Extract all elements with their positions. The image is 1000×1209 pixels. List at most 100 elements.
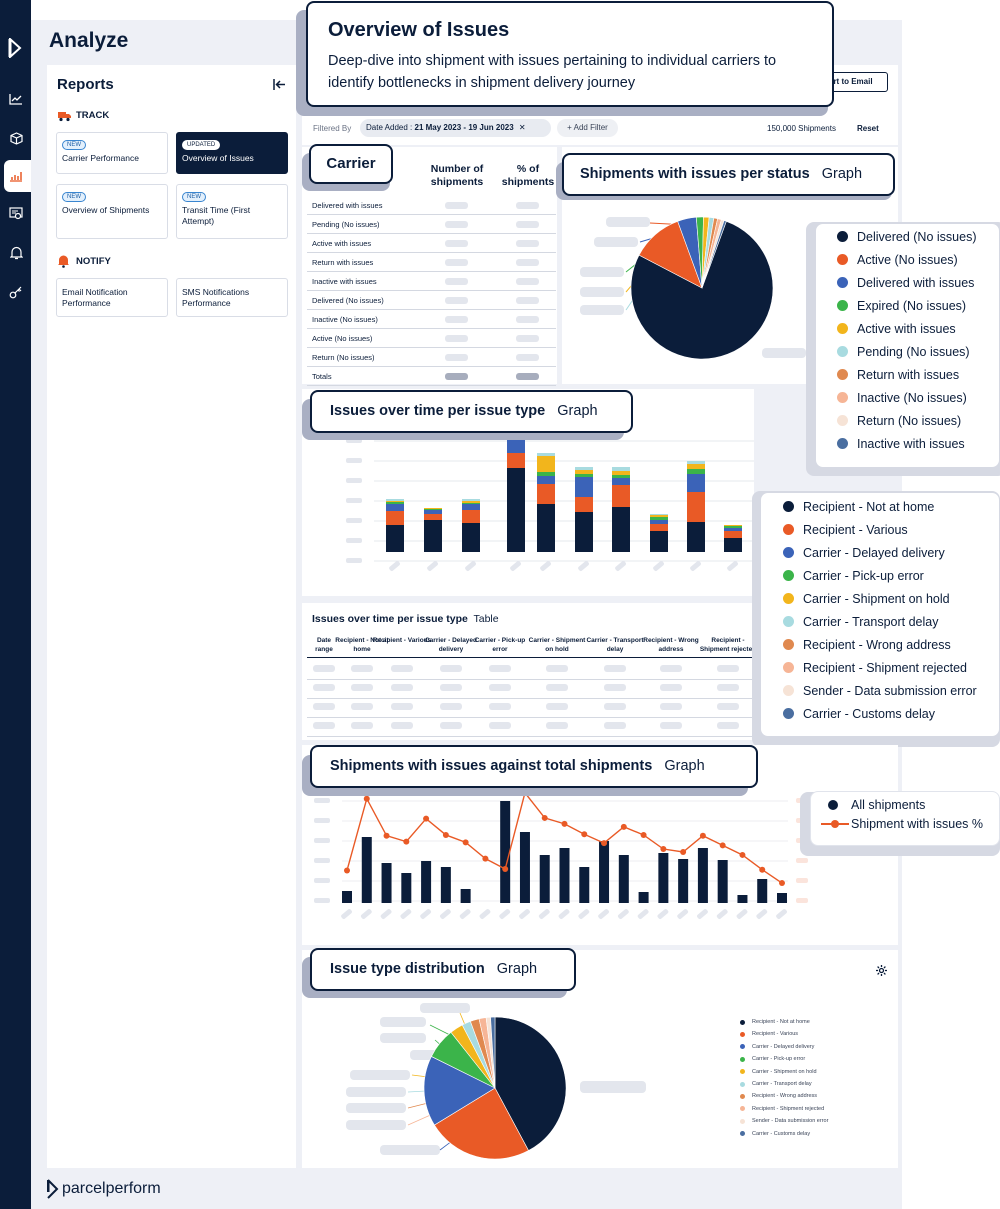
- card-overview-of-shipments[interactable]: NEW Overview of Shipments: [56, 184, 168, 239]
- row-divider: [307, 698, 754, 699]
- callout-tag: Graph: [496, 961, 538, 977]
- bar-segment: [537, 453, 555, 456]
- bar-segment: [424, 508, 442, 509]
- card-sms-notifications[interactable]: SMS Notifications Performance: [176, 278, 288, 317]
- card-overview-of-issues[interactable]: UPDATED Overview of Issues: [176, 132, 288, 174]
- bar-segment: [687, 464, 705, 469]
- bar-segment: [386, 525, 404, 552]
- label-placeholder: [420, 1003, 470, 1013]
- label-placeholder: [580, 305, 624, 315]
- bar-segment: [687, 474, 705, 492]
- cell-placeholder: [516, 354, 539, 361]
- cell-placeholder: [445, 354, 468, 361]
- combo-legend: All shipments Shipment with issues %: [810, 791, 1000, 846]
- add-filter-button[interactable]: + Add Filter: [557, 119, 618, 137]
- collapse-icon[interactable]: [273, 79, 286, 90]
- legend-swatch: [783, 524, 794, 535]
- cell-placeholder: [313, 665, 335, 672]
- new-badge: NEW: [62, 140, 86, 150]
- legend-item: Carrier - Shipment on hold: [740, 1069, 817, 1075]
- cell-placeholder: [445, 335, 468, 342]
- certificate-icon[interactable]: [6, 204, 26, 224]
- cell-placeholder: [391, 703, 413, 710]
- legend-item: Return (No issues): [837, 409, 999, 432]
- line-point: [561, 820, 568, 827]
- bell-icon[interactable]: [6, 243, 26, 263]
- status-pie-slice: [701, 220, 727, 289]
- bar-segment: [424, 514, 442, 520]
- bar-segment: [424, 520, 442, 552]
- callout-title: Issues over time per issue type: [330, 403, 546, 419]
- line-point: [423, 815, 430, 822]
- distribution-callout: Issue type distribution Graph: [310, 948, 576, 991]
- bar: [599, 841, 610, 903]
- bar-segment: [612, 485, 630, 507]
- legend-item: Active (No issues): [837, 248, 999, 271]
- legend-swatch: [837, 438, 848, 449]
- callout-title: Shipments with issues per status: [580, 166, 810, 182]
- cell-placeholder: [660, 703, 682, 710]
- reset-button[interactable]: Reset: [857, 124, 879, 133]
- tick-placeholder: [314, 858, 330, 863]
- bar-segment: [650, 515, 668, 517]
- cell-placeholder: [440, 684, 462, 691]
- bar: [342, 891, 352, 903]
- table-header-cell: Recipient - Various: [372, 637, 432, 644]
- distribution-pie-chart: [346, 1003, 646, 1160]
- cell-placeholder: [546, 665, 568, 672]
- bar: [539, 855, 550, 903]
- shipments-count: 150,000 Shipments: [767, 124, 836, 133]
- callout-title: Overview of Issues: [328, 19, 510, 41]
- card-email-notification[interactable]: Email Notification Performance: [56, 278, 168, 317]
- reports-icon[interactable]: [6, 166, 26, 186]
- tick-placeholder: [314, 898, 330, 903]
- row-divider: [307, 366, 556, 367]
- bar-segment: [687, 461, 705, 464]
- x-tick-placeholder: [427, 561, 438, 571]
- bar-segment: [612, 507, 630, 552]
- tick-placeholder-right: [796, 858, 808, 863]
- line-point: [601, 840, 608, 847]
- x-tick-placeholder: [510, 561, 521, 571]
- cell-placeholder: [351, 665, 373, 672]
- table-header-cell: Recipient - Wrong address: [643, 637, 699, 653]
- legend-swatch: [837, 277, 848, 288]
- label-placeholder: [594, 237, 638, 247]
- bar-segment: [537, 504, 555, 552]
- table-title: Issues over time per issue type: [312, 613, 468, 625]
- vs-total-callout: Shipments with issues against total ship…: [310, 745, 758, 788]
- legend-item: Recipient - Various: [740, 1031, 798, 1037]
- analytics-icon[interactable]: [6, 89, 26, 109]
- package-icon[interactable]: [6, 128, 26, 148]
- cell-placeholder: [391, 722, 413, 729]
- line-point: [462, 839, 469, 846]
- legend-swatch: [828, 800, 838, 810]
- issues-time-stacked-bar-chart: [346, 425, 754, 571]
- cell-placeholder: [445, 297, 468, 304]
- bar: [381, 863, 392, 903]
- card-transit-time[interactable]: NEW Transit Time (First Attempt): [176, 184, 288, 239]
- legend-item: Return with issues: [837, 363, 999, 386]
- legend-label: Recipient - Wrong address: [752, 1093, 818, 1100]
- label-placeholder: [580, 1081, 646, 1093]
- bar: [500, 801, 511, 903]
- cell-placeholder: [660, 684, 682, 691]
- card-carrier-performance[interactable]: NEW Carrier Performance: [56, 132, 168, 174]
- legend-swatch: [837, 346, 848, 357]
- legend-label: Carrier - Pick-up error: [752, 1056, 806, 1063]
- settings-gear-icon[interactable]: [876, 965, 887, 976]
- cell-placeholder: [516, 297, 539, 304]
- bar: [519, 832, 530, 903]
- legend-swatch: [837, 415, 848, 426]
- row-divider: [307, 679, 754, 680]
- legend-label: Return (No issues): [857, 413, 962, 428]
- date-filter-chip[interactable]: Date Added : 21 May 2023 - 19 Jun 2023 ✕: [360, 119, 551, 137]
- key-icon[interactable]: [6, 282, 26, 302]
- parcelperform-logo-icon: [8, 38, 22, 58]
- cell-placeholder: [489, 665, 511, 672]
- cell-placeholder: [516, 335, 539, 342]
- row-divider: [307, 252, 556, 253]
- status-pie-chart: [580, 216, 806, 360]
- legend-swatch: [783, 616, 794, 627]
- close-icon[interactable]: ✕: [518, 123, 526, 132]
